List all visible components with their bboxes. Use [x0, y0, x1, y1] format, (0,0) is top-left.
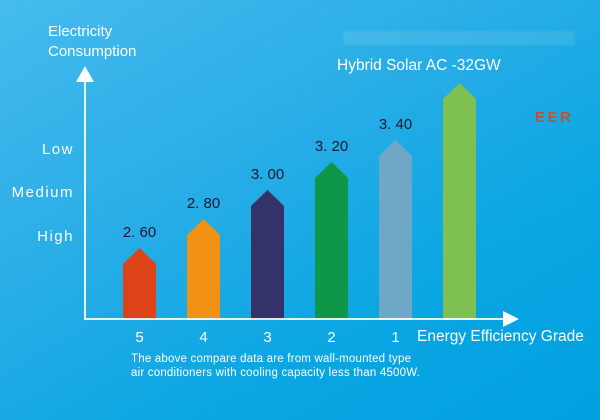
bar-shape: [315, 162, 348, 320]
bar-grade-1: 3. 40 1: [379, 116, 412, 346]
bar-value-label: 3. 00: [250, 166, 285, 183]
bar-value-label: 2. 80: [186, 195, 221, 212]
bar-shape: [443, 83, 476, 320]
bar-hybrid-solar: [443, 83, 476, 320]
highlight-band: [343, 31, 575, 45]
footnote-line-1: The above compare data are from wall-mou…: [131, 353, 412, 365]
bar-shape: [251, 190, 284, 320]
bar-shape: [123, 248, 156, 320]
series-title: Hybrid Solar AC -32GW: [337, 57, 501, 74]
x-tick-label: 5: [135, 329, 144, 346]
bar-grade-5: 2. 60 5: [123, 224, 156, 346]
eer-legend-label: EER: [535, 109, 574, 126]
bar-grade-2: 3. 20 2: [315, 138, 348, 346]
x-axis-title: Energy Efficiency Grade: [417, 328, 584, 345]
x-axis-line: [85, 318, 504, 320]
x-tick-label: 4: [199, 329, 208, 346]
y-axis-line: [84, 80, 86, 320]
x-tick-label: 2: [327, 329, 336, 346]
y-axis-title: Electricity Consumption: [48, 23, 137, 60]
bar-shape: [379, 140, 412, 320]
footnote: The above compare data are from wall-mou…: [131, 353, 420, 380]
bar-value-label: 2. 60: [122, 224, 157, 241]
x-tick-label: 3: [263, 329, 272, 346]
bar-value-label: 3. 20: [314, 138, 349, 155]
bar-shape: [187, 219, 220, 320]
footnote-line-2: air conditioners with cooling capacity l…: [131, 366, 421, 379]
y-level-low: Low: [41, 141, 74, 158]
bar-grade-4: 2. 80 4: [187, 195, 220, 346]
y-axis-arrow-icon: [76, 66, 94, 82]
x-tick-label: 1: [391, 329, 400, 346]
y-level-high: High: [37, 228, 74, 245]
y-level-medium: Medium: [11, 184, 74, 201]
bar-value-label: 3. 40: [378, 116, 413, 133]
x-axis-arrow-icon: [503, 311, 519, 327]
bar-grade-3: 3. 00 3: [251, 166, 284, 346]
